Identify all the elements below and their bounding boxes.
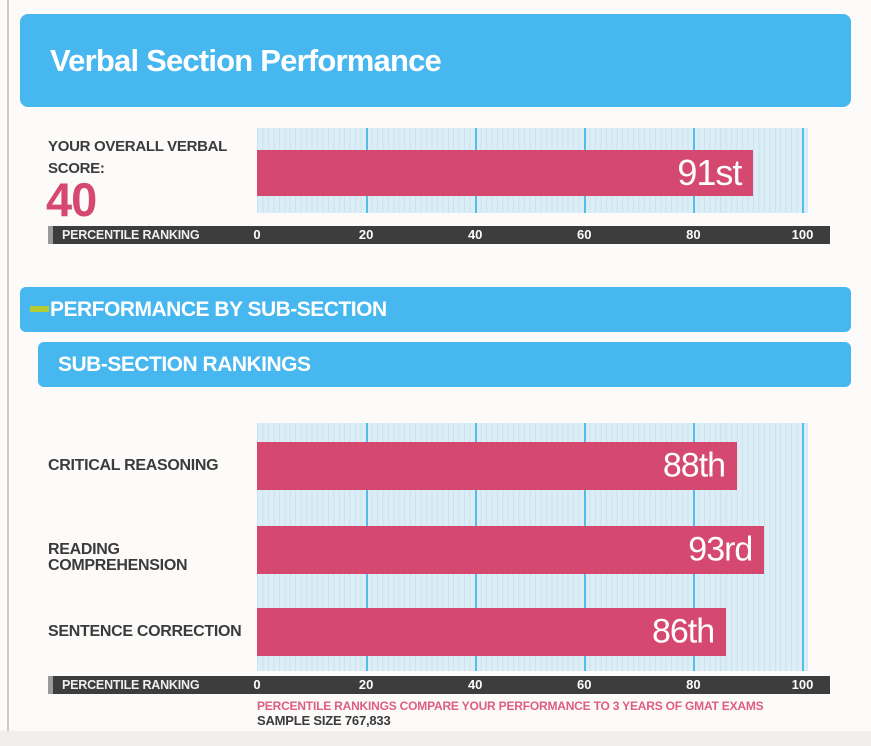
tick-100: 100 bbox=[791, 227, 814, 242]
tick-0: 0 bbox=[253, 677, 261, 692]
performance-by-subsection-banner: PERFORMANCE BY SUB-SECTION bbox=[20, 287, 851, 332]
category-label-reading-comprehension: READING COMPREHENSION bbox=[48, 541, 188, 574]
percentile-axis-overall: PERCENTILE RANKING 0 20 40 60 80 100 bbox=[48, 226, 830, 244]
overall-percentile-chart: 91st bbox=[257, 128, 808, 213]
subsection-percentile-chart: 88th 93rd 86th bbox=[257, 423, 808, 671]
gridline-100 bbox=[802, 423, 805, 671]
axis-ticks: 0 20 40 60 80 100 bbox=[253, 226, 813, 244]
tick-100: 100 bbox=[791, 677, 814, 692]
critical-reasoning-bar: 88th bbox=[257, 442, 738, 490]
tick-0: 0 bbox=[253, 227, 261, 242]
tick-40: 40 bbox=[467, 227, 483, 242]
sample-size-note: SAMPLE SIZE 767,833 bbox=[257, 713, 391, 728]
overall-percentile-bar: 91st bbox=[257, 150, 754, 196]
reading-comprehension-value-label: 93rd bbox=[688, 530, 753, 569]
collapse-dash-icon bbox=[30, 306, 49, 312]
overall-score-label-line2: SCORE: bbox=[48, 160, 105, 177]
tick-60: 60 bbox=[577, 227, 592, 242]
page-title: Verbal Section Performance bbox=[50, 42, 442, 78]
tick-40: 40 bbox=[467, 677, 483, 692]
tick-20: 20 bbox=[358, 227, 374, 242]
tick-80: 80 bbox=[686, 677, 701, 692]
category-label-critical-reasoning: CRITICAL REASONING bbox=[48, 457, 219, 474]
subsection-rankings-title: SUB-SECTION RANKINGS bbox=[58, 352, 311, 376]
left-border-rule bbox=[7, 0, 9, 746]
overall-score-label-line1: YOUR OVERALL VERBAL bbox=[48, 138, 228, 155]
axis-notch bbox=[48, 676, 53, 694]
axis-title: PERCENTILE RANKING bbox=[62, 228, 200, 242]
verbal-section-banner: Verbal Section Performance bbox=[20, 14, 851, 107]
axis-notch bbox=[48, 226, 53, 244]
axis-title: PERCENTILE RANKING bbox=[62, 678, 200, 692]
gridline-100 bbox=[802, 128, 805, 213]
sentence-correction-value-label: 86th bbox=[651, 612, 715, 651]
axis-ticks: 0 20 40 60 80 100 bbox=[253, 676, 813, 694]
tick-80: 80 bbox=[686, 227, 701, 242]
bottom-strip bbox=[0, 731, 871, 746]
subsection-rankings-banner: SUB-SECTION RANKINGS bbox=[38, 342, 851, 387]
tick-20: 20 bbox=[358, 677, 374, 692]
performance-by-subsection-title: PERFORMANCE BY SUB-SECTION bbox=[50, 297, 387, 321]
overall-score-value: 40 bbox=[46, 173, 97, 226]
sentence-correction-bar: 86th bbox=[257, 608, 727, 656]
reading-comprehension-bar: 93rd bbox=[257, 526, 765, 574]
percentile-explanation-note: PERCENTILE RANKINGS COMPARE YOUR PERFORM… bbox=[257, 699, 764, 713]
critical-reasoning-value-label: 88th bbox=[662, 446, 726, 485]
overall-score-label: YOUR OVERALL VERBAL SCORE: bbox=[48, 136, 227, 180]
percentile-axis-subsection: PERCENTILE RANKING 0 20 40 60 80 100 bbox=[48, 676, 830, 694]
category-label-sentence-correction: SENTENCE CORRECTION bbox=[48, 623, 242, 640]
tick-60: 60 bbox=[577, 677, 592, 692]
overall-percentile-value-label: 91st bbox=[677, 152, 742, 193]
